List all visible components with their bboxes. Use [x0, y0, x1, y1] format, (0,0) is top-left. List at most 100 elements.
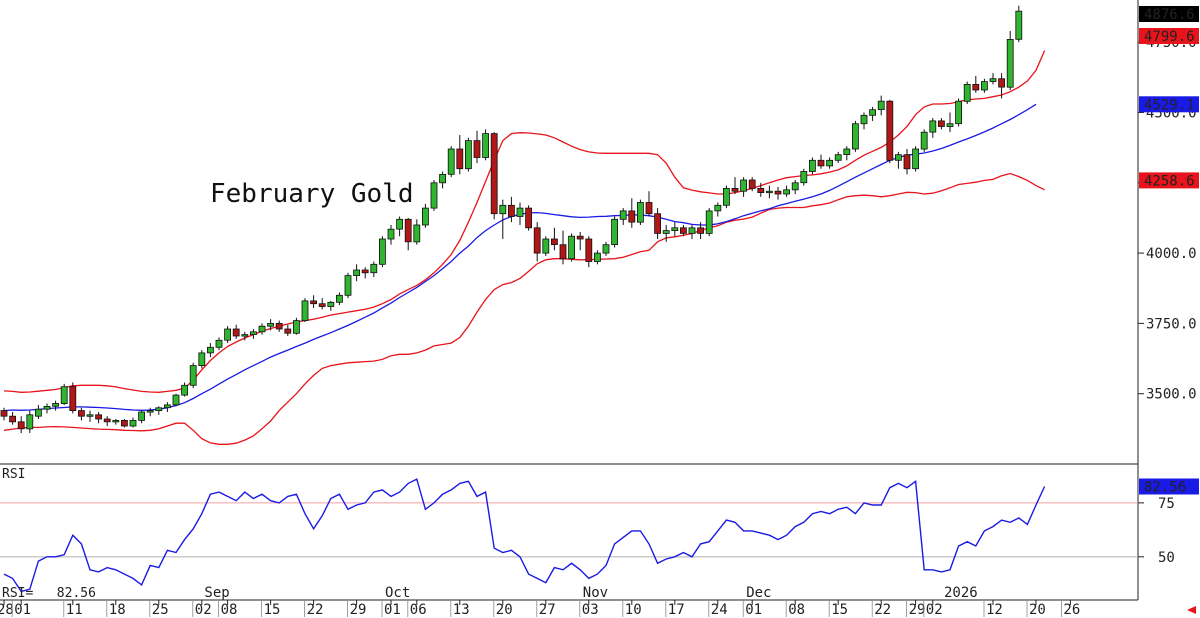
- rsi-line: [3, 478, 1046, 593]
- candle: [809, 157, 816, 175]
- price-tag-text: 4529.1: [1144, 97, 1195, 113]
- candle-body: [895, 154, 902, 161]
- rsi-axis-ticks: 50 75: [1138, 496, 1175, 566]
- candle-body: [594, 252, 601, 262]
- x-day-label: 29: [909, 602, 926, 618]
- candle: [680, 224, 687, 237]
- candle-body: [903, 154, 911, 170]
- price-tag: 4258.6: [1139, 172, 1199, 189]
- candle: [473, 130, 481, 164]
- x-day-label: 12: [986, 602, 1003, 618]
- candle-body: [387, 228, 395, 240]
- candle: [121, 419, 128, 428]
- candle-body: [602, 244, 610, 254]
- x-day-label: 28: [0, 602, 14, 618]
- candle-body: [507, 204, 515, 217]
- candle-body: [258, 325, 266, 333]
- rsi-tag-text: 82.56: [1144, 480, 1186, 496]
- x-day-label: 29: [350, 602, 367, 618]
- rsi-tick-label: 75: [1158, 496, 1175, 512]
- candle: [9, 411, 17, 425]
- candle-body: [585, 238, 593, 262]
- candle: [301, 298, 309, 322]
- bollinger-upper-line: [3, 50, 1046, 393]
- candle-body: [671, 227, 679, 232]
- candle: [284, 324, 292, 337]
- candle-body: [327, 301, 335, 307]
- candle-body: [439, 173, 447, 184]
- candle-body: [834, 154, 842, 161]
- candle: [404, 217, 412, 251]
- candle: [516, 202, 524, 225]
- candle-body: [576, 235, 584, 240]
- rsi-tag: 82.56: [1139, 478, 1199, 496]
- x-day-label: 24: [711, 602, 728, 618]
- candle: [78, 407, 85, 421]
- candle-body: [129, 419, 137, 427]
- candle-body: [1015, 10, 1023, 40]
- x-day-label: 10: [625, 602, 642, 618]
- candle-body: [490, 133, 498, 215]
- x-day-label: 01: [14, 602, 31, 618]
- candle: [688, 224, 696, 240]
- candle: [817, 154, 825, 169]
- candle: [155, 406, 163, 415]
- candle-body: [112, 419, 120, 423]
- candle-body: [155, 407, 163, 411]
- candle: [551, 227, 558, 251]
- candle: [499, 199, 507, 240]
- candle-body: [181, 384, 189, 396]
- candle-body: [172, 394, 180, 406]
- candle-body: [680, 227, 687, 234]
- candle-body: [611, 218, 618, 246]
- candle: [946, 112, 954, 133]
- candle: [714, 202, 722, 217]
- candle-body: [473, 140, 481, 158]
- price-tag: 4876.6: [1139, 6, 1199, 23]
- candle-body: [35, 408, 42, 417]
- candle: [834, 151, 842, 164]
- candle: [740, 177, 747, 197]
- x-day-label: 27: [539, 602, 556, 618]
- scroll-arrow-icon[interactable]: [1187, 606, 1196, 614]
- candle-body: [886, 100, 894, 161]
- candle: [602, 241, 610, 256]
- candle-body: [353, 269, 361, 276]
- candle-body: [249, 331, 257, 335]
- candle: [206, 343, 214, 358]
- candle: [791, 179, 799, 195]
- candle-body: [929, 120, 937, 133]
- candle: [998, 73, 1005, 99]
- x-day-label: 13: [453, 602, 470, 618]
- candle: [138, 410, 146, 424]
- candle: [869, 106, 876, 121]
- candle: [637, 199, 644, 225]
- candle-body: [17, 421, 25, 430]
- x-day-label: 11: [66, 602, 83, 618]
- candles: [0, 5, 1023, 434]
- candle-body: [946, 123, 954, 127]
- candle: [877, 95, 885, 116]
- candle: [181, 382, 189, 397]
- candle-body: [78, 410, 85, 417]
- candle: [482, 129, 490, 161]
- candle: [198, 350, 206, 369]
- candle-body: [224, 328, 232, 341]
- bollinger-lower-line: [3, 172, 1045, 445]
- chart-title: February Gold: [210, 179, 414, 209]
- candle-body: [740, 179, 747, 192]
- candle-body: [637, 202, 644, 223]
- candle: [705, 208, 713, 237]
- candle-body: [791, 182, 799, 191]
- candle-body: [378, 238, 386, 265]
- candle: [671, 222, 679, 237]
- candle-body: [697, 227, 704, 234]
- candle-body: [912, 148, 919, 170]
- rsi-readout: RSI= 82.56: [2, 586, 96, 601]
- x-day-label: 15: [264, 602, 281, 618]
- candle: [421, 203, 429, 228]
- candle: [576, 232, 584, 251]
- candle-body: [138, 411, 146, 421]
- candle: [249, 329, 257, 339]
- candle-body: [292, 320, 300, 334]
